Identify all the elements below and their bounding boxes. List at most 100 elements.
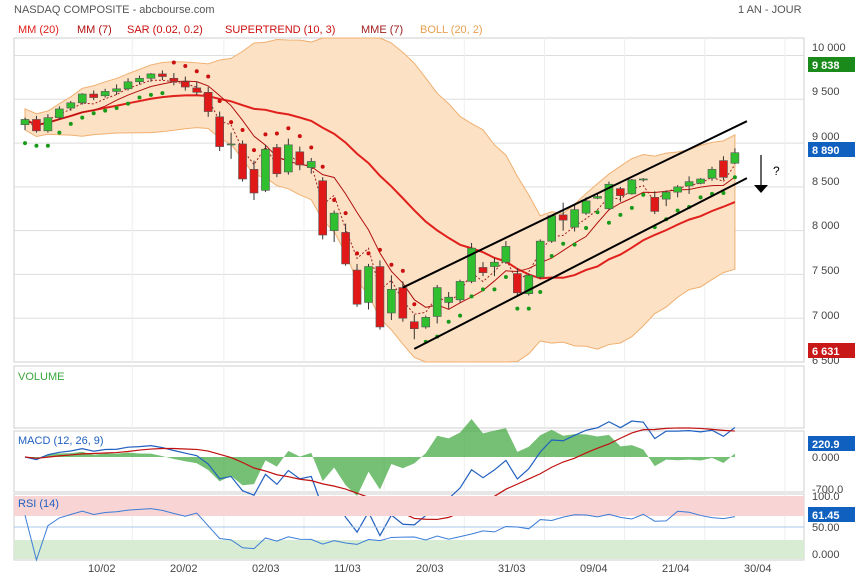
sar-dot xyxy=(229,120,234,125)
sar-dot xyxy=(698,195,703,200)
chart-title: NASDAQ COMPOSITE - abcbourse.com xyxy=(14,4,215,16)
candle-body xyxy=(352,269,362,305)
x-tick-label: 09/04 xyxy=(580,563,608,575)
sar-dot xyxy=(721,190,726,195)
mm7-line xyxy=(24,80,736,310)
macd-label: MACD (12, 26, 9) xyxy=(18,435,104,447)
candle-body xyxy=(123,81,133,90)
last-price-text: 9 838 xyxy=(812,60,840,72)
sar-dot xyxy=(377,247,382,252)
sar-dot xyxy=(126,101,131,106)
sar-dot xyxy=(446,319,451,324)
candle-body xyxy=(455,281,465,301)
sar-dot xyxy=(400,268,405,273)
candle-body xyxy=(215,116,224,147)
sar-dot xyxy=(217,99,222,104)
candle-body xyxy=(558,214,568,221)
candle-body xyxy=(604,183,614,210)
close-price-text: 8 890 xyxy=(812,145,840,157)
candle-body xyxy=(284,144,293,173)
candle-body xyxy=(192,87,202,93)
sar-dot xyxy=(343,211,348,216)
legend-mm20: MM (20) xyxy=(18,24,59,36)
candle-body xyxy=(329,212,339,231)
candle-body xyxy=(616,188,625,196)
sar-dot xyxy=(57,130,62,135)
candle-body xyxy=(719,160,728,178)
rsi-plot xyxy=(24,508,735,562)
candle-body xyxy=(203,91,213,112)
x-tick-label: 02/03 xyxy=(252,563,280,575)
candle-body xyxy=(684,181,694,187)
price-axis: 10 000 9 500 9 000 8 500 8 000 7 500 7 0… xyxy=(812,42,846,367)
candle-body xyxy=(272,147,282,175)
macd-tick: 0.000 xyxy=(812,452,840,464)
candle-body xyxy=(112,88,121,92)
sar-dot xyxy=(68,121,73,126)
rsi-tick: 100.0 xyxy=(812,491,840,503)
x-tick-label: 30/04 xyxy=(744,563,772,575)
sar-dot xyxy=(91,111,96,116)
sar-dot xyxy=(45,143,50,148)
price-tick: 8 500 xyxy=(812,176,840,188)
x-tick-label: 21/04 xyxy=(662,563,690,575)
legend-mm7: MM (7) xyxy=(77,24,112,36)
candle-body xyxy=(20,119,30,125)
panel-frame xyxy=(13,37,805,363)
x-axis: 10/02 20/02 02/03 11/03 20/03 31/03 09/04 21/04… xyxy=(88,563,772,575)
sar-dot xyxy=(538,289,543,294)
sar-dot xyxy=(629,205,634,210)
candle-body xyxy=(146,73,156,79)
macd-histogram xyxy=(25,419,735,497)
candle-body xyxy=(158,73,167,77)
sar-dot xyxy=(526,306,531,311)
close-price-badge xyxy=(808,142,855,157)
candle-body xyxy=(650,197,660,212)
sar-dot xyxy=(549,254,554,259)
last-price-badge xyxy=(808,57,855,72)
sar-dot xyxy=(675,208,680,213)
sar-dot xyxy=(252,148,256,153)
candle-body xyxy=(467,247,476,282)
sar-dot xyxy=(23,141,27,146)
sar-dot xyxy=(458,313,463,318)
sar-dot xyxy=(183,64,188,69)
candle-body xyxy=(661,191,671,200)
candle-body xyxy=(513,273,522,294)
sar-dot xyxy=(171,60,176,65)
candle-body xyxy=(364,266,373,303)
sar-dot xyxy=(412,302,417,307)
candle-body xyxy=(707,169,717,179)
macd-line xyxy=(24,420,736,537)
candle-body xyxy=(398,287,408,319)
sar-dot xyxy=(320,164,325,169)
candle-body xyxy=(696,178,705,184)
rsi-tick: 50.00 xyxy=(812,522,840,534)
sar-dot xyxy=(389,262,394,267)
sar-dot xyxy=(206,74,211,79)
sar-dot xyxy=(606,220,611,225)
macd-badge xyxy=(808,436,855,451)
sar-dot xyxy=(595,210,600,215)
annotation-question: ? xyxy=(773,164,780,178)
sar-dot xyxy=(194,69,199,74)
indicator-overlays xyxy=(23,60,737,344)
candle-body xyxy=(135,77,144,83)
candle-body xyxy=(66,102,76,109)
sar-dot xyxy=(492,287,497,292)
candle-body xyxy=(55,108,64,118)
price-tick: 7 000 xyxy=(812,310,840,322)
sar-dot xyxy=(103,108,108,113)
candle-body xyxy=(593,196,602,199)
candle-body xyxy=(581,200,591,214)
sar-dot xyxy=(355,251,360,256)
rsi-badge-text: 61.45 xyxy=(812,510,840,522)
candle-body xyxy=(341,232,350,265)
low-price-text: 6 631 xyxy=(812,346,840,358)
x-tick-label: 20/02 xyxy=(170,563,198,575)
candle-body xyxy=(238,143,247,180)
rsi-overbought-zone xyxy=(14,496,804,516)
rsi-badge xyxy=(808,507,855,522)
candle-body xyxy=(409,321,419,330)
